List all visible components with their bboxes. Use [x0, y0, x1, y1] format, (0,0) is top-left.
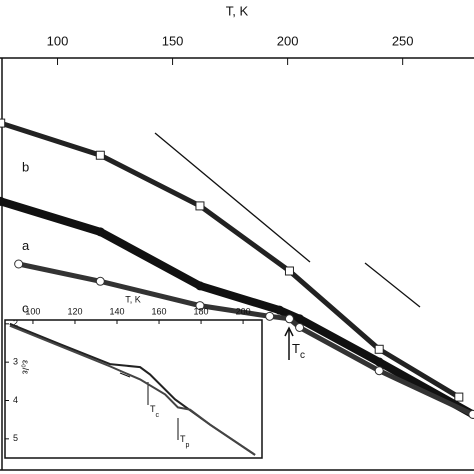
marker	[0, 196, 6, 206]
x-tick-label: 200	[236, 306, 251, 316]
marker	[265, 311, 275, 321]
marker	[454, 392, 464, 402]
marker	[95, 150, 105, 160]
series-line	[9, 324, 256, 456]
series-label: c	[22, 300, 29, 315]
marker	[284, 266, 294, 276]
inset-frame	[4, 319, 263, 459]
inset-slope-line	[119, 372, 131, 378]
marker	[0, 118, 6, 128]
x-axis-label: T, K	[125, 294, 141, 304]
marker	[195, 281, 205, 291]
annotation-subscript: p	[186, 442, 190, 449]
x-tick-label: 200	[277, 33, 299, 48]
y-tick-label: 3	[13, 357, 18, 367]
x-tick-label: 250	[392, 33, 414, 48]
marker	[284, 314, 294, 324]
marker	[374, 366, 384, 376]
marker	[195, 301, 205, 311]
x-tick-label: 150	[162, 33, 184, 48]
annotation-symbol: T	[180, 434, 186, 444]
marker	[295, 322, 305, 332]
annotation: Tc	[150, 404, 160, 418]
slope-line	[154, 132, 311, 263]
series-label: a	[22, 238, 30, 253]
x-tick-label: 100	[47, 33, 69, 48]
x-tick-label: 160	[152, 306, 167, 316]
annotation-subscript: c	[300, 350, 305, 361]
marker	[195, 201, 205, 211]
annotation-symbol: T	[150, 404, 156, 414]
series-line	[0, 120, 461, 400]
annotation: Tp	[180, 434, 190, 448]
series-label: b	[22, 160, 29, 175]
annotation-symbol: T	[292, 341, 300, 356]
y-tick-label: 5	[13, 433, 18, 443]
marker	[95, 276, 105, 286]
marker	[374, 344, 384, 354]
x-axis-label: T, K	[226, 3, 249, 18]
marker	[14, 259, 24, 269]
marker	[468, 409, 474, 419]
slope-line	[364, 262, 421, 308]
annotation-subscript: c	[156, 412, 160, 419]
marker	[275, 305, 285, 315]
arrow-head	[284, 326, 294, 337]
x-tick-label: 140	[109, 306, 124, 316]
y-axis-label: ε₀/ε	[21, 360, 31, 374]
marker	[295, 314, 305, 324]
y-tick-label: 2	[13, 318, 18, 328]
marker	[374, 357, 384, 367]
y-tick-label: 4	[13, 395, 18, 405]
annotation: Tc	[292, 341, 305, 360]
marker	[95, 227, 105, 237]
x-tick-label: 100	[25, 306, 40, 316]
x-tick-label: 180	[194, 306, 209, 316]
x-tick-label: 120	[67, 306, 82, 316]
series-line	[18, 261, 474, 417]
